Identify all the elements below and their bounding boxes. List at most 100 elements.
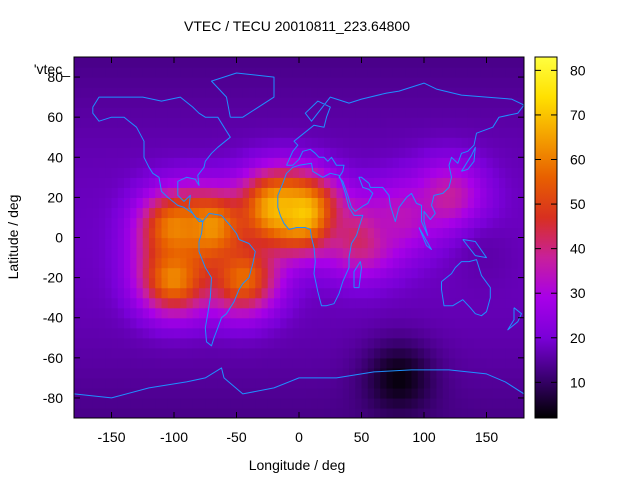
heatmap-cell xyxy=(142,207,150,219)
heatmap-cell xyxy=(211,177,219,188)
heatmap-cell xyxy=(249,387,256,399)
heatmap-cell xyxy=(180,187,188,198)
heatmap-cell xyxy=(155,317,163,329)
heatmap-cell xyxy=(461,317,469,329)
heatmap-cell xyxy=(442,77,450,88)
heatmap-cell xyxy=(224,147,231,158)
heatmap-cell xyxy=(186,227,194,239)
heatmap-cell xyxy=(299,407,306,418)
heatmap-cell xyxy=(336,197,344,209)
heatmap-cell xyxy=(455,147,463,158)
heatmap-cell xyxy=(474,237,481,249)
heatmap-cell xyxy=(205,97,213,108)
heatmap-cell xyxy=(517,137,524,148)
heatmap-cell xyxy=(486,197,494,209)
heatmap-cell xyxy=(324,177,331,188)
heatmap-cell xyxy=(174,227,181,239)
heatmap-cell xyxy=(374,67,381,78)
heatmap-cell xyxy=(236,377,244,389)
heatmap-cell xyxy=(180,387,188,399)
heatmap-cell xyxy=(474,277,481,289)
heatmap-cell xyxy=(474,327,481,339)
heatmap-cell xyxy=(105,317,113,329)
heatmap-cell xyxy=(311,117,319,128)
heatmap-cell xyxy=(449,217,456,229)
heatmap-cell xyxy=(280,137,288,148)
heatmap-cell xyxy=(517,157,524,168)
heatmap-cell xyxy=(349,227,356,239)
heatmap-cell xyxy=(286,207,294,219)
heatmap-cell xyxy=(217,337,225,349)
heatmap-cell xyxy=(299,187,306,198)
heatmap-cell xyxy=(186,217,194,229)
heatmap-cell xyxy=(330,357,338,369)
heatmap-cell xyxy=(336,237,344,249)
heatmap-cell xyxy=(74,227,81,239)
heatmap-cell xyxy=(142,297,150,309)
heatmap-cell xyxy=(130,317,138,329)
heatmap-cell xyxy=(455,347,463,359)
heatmap-cell xyxy=(80,397,88,409)
heatmap-cell xyxy=(111,167,119,178)
heatmap-cell xyxy=(117,327,125,339)
heatmap-cell xyxy=(392,337,400,349)
heatmap-cell xyxy=(155,167,163,178)
heatmap-cell xyxy=(167,367,175,379)
heatmap-cell xyxy=(117,157,125,168)
heatmap-cell xyxy=(199,157,206,168)
heatmap-cell xyxy=(286,197,294,209)
heatmap-cell xyxy=(117,277,125,289)
heatmap-cell xyxy=(99,387,106,399)
heatmap-cell xyxy=(124,327,131,339)
heatmap-cell xyxy=(486,167,494,178)
colorbar-tick-label: 60 xyxy=(570,152,586,168)
heatmap-cell xyxy=(99,277,106,289)
heatmap-cell xyxy=(449,67,456,78)
heatmap-cell xyxy=(505,267,513,279)
heatmap-cell xyxy=(286,247,294,259)
heatmap-cell xyxy=(492,127,500,138)
heatmap-cell xyxy=(392,367,400,379)
heatmap-cell xyxy=(430,407,438,418)
heatmap-cell xyxy=(149,387,156,399)
heatmap-cell xyxy=(367,327,375,339)
heatmap-cell xyxy=(342,117,350,128)
heatmap-cell xyxy=(217,387,225,399)
heatmap-cell xyxy=(167,57,175,68)
heatmap-cell xyxy=(355,307,363,319)
heatmap-cell xyxy=(292,287,300,299)
heatmap-cell xyxy=(80,247,88,259)
heatmap-cell xyxy=(155,237,163,249)
heatmap-cell xyxy=(336,407,344,418)
heatmap-cell xyxy=(342,187,350,198)
heatmap-cell xyxy=(361,127,369,138)
heatmap-cell xyxy=(255,347,263,359)
heatmap-cell xyxy=(355,357,363,369)
heatmap-cell xyxy=(405,387,413,399)
heatmap-cell xyxy=(136,207,144,219)
heatmap-cell xyxy=(330,127,338,138)
heatmap-cell xyxy=(299,277,306,289)
heatmap-cell xyxy=(99,147,106,158)
heatmap-cell xyxy=(167,407,175,418)
heatmap-cell xyxy=(461,187,469,198)
heatmap-cell xyxy=(149,287,156,299)
heatmap-cell xyxy=(299,217,306,229)
heatmap-cell xyxy=(86,247,94,259)
heatmap-cell xyxy=(292,147,300,158)
heatmap-cell xyxy=(161,397,169,409)
heatmap-cell xyxy=(217,147,225,158)
heatmap-cell xyxy=(242,267,250,279)
heatmap-cell xyxy=(324,117,331,128)
heatmap-cell xyxy=(361,147,369,158)
heatmap-cell xyxy=(399,347,406,359)
heatmap-cell xyxy=(155,147,163,158)
heatmap-cell xyxy=(399,367,406,379)
heatmap-cell xyxy=(167,67,175,78)
heatmap-cell xyxy=(174,327,181,339)
heatmap-cell xyxy=(174,167,181,178)
heatmap-cell xyxy=(399,97,406,108)
heatmap-cell xyxy=(130,377,138,389)
heatmap-cell xyxy=(317,267,325,279)
